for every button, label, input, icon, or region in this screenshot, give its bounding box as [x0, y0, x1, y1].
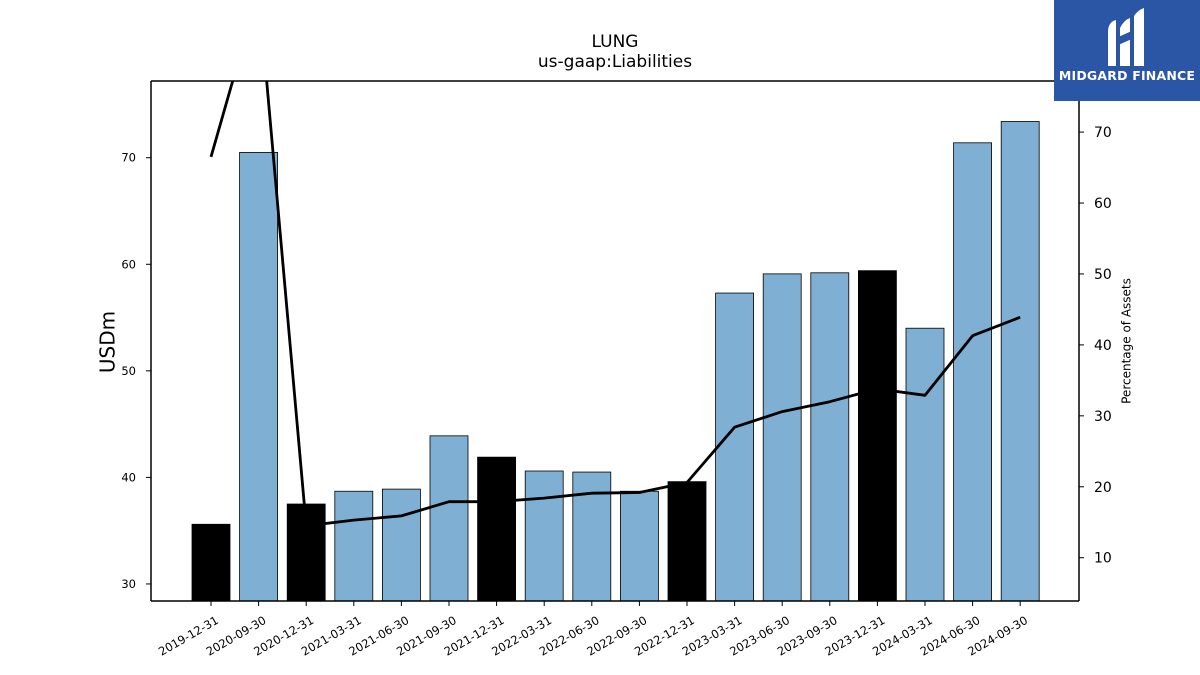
y2-axis-ticks: 10 20 30 40 50 60 70: [1079, 125, 1112, 567]
y-tick-label: 30: [121, 577, 136, 591]
bar-2022-03-31: [524, 470, 564, 602]
bar-2024-06-30: [953, 142, 992, 602]
chart-subtitle: us-gaap:Liabilities: [537, 52, 693, 72]
bar-2024-09-30: [1000, 121, 1040, 602]
bar-2023-09-30: [810, 272, 850, 602]
chart-title: LUNG: [591, 32, 639, 52]
x-axis-ticks: 2019-12-312020-09-302020-12-312021-03-31…: [156, 601, 1030, 659]
bar-2022-12-31: [667, 481, 707, 602]
bar-series: [191, 121, 1040, 602]
bar-2021-03-31: [334, 490, 374, 602]
bar-2023-12-31: [858, 270, 897, 602]
y2-tick-label: 50: [1094, 267, 1112, 283]
y2-tick-label: 30: [1094, 409, 1112, 425]
bar-2019-12-31: [191, 523, 231, 602]
y-axis-label: USDm: [96, 311, 120, 373]
bar-2022-06-30: [572, 471, 612, 602]
bar-2022-09-30: [620, 490, 659, 602]
y2-axis-label: Percentage of Assets: [1120, 278, 1134, 404]
y2-tick-label: 20: [1094, 480, 1112, 496]
bar-2021-09-30: [429, 435, 469, 602]
bar-2023-03-31: [715, 292, 754, 602]
line-series: [209, 81, 1021, 528]
axes: [150, 80, 1080, 602]
bar-2021-06-30: [381, 488, 421, 602]
y-axis-ticks: 30 40 50 60 70: [121, 151, 151, 591]
line-percentage-of-assets: [209, 81, 1021, 528]
y2-tick-label: 40: [1094, 338, 1112, 354]
bar-2020-09-30: [239, 151, 279, 602]
y-tick-label: 40: [121, 470, 136, 484]
midgard-logo-icon: [1108, 8, 1144, 66]
brand-logo: MIDGARD FINANCE: [1054, 0, 1200, 101]
bar-2021-12-31: [477, 456, 517, 602]
y2-tick-label: 60: [1094, 196, 1112, 212]
y2-tick-label: 10: [1094, 551, 1112, 567]
y-tick-label: 60: [121, 257, 136, 271]
bar-2024-03-31: [905, 327, 945, 602]
brand-name: MIDGARD FINANCE: [1058, 68, 1196, 83]
bar-2023-06-30: [762, 273, 802, 602]
y-tick-label: 50: [121, 364, 136, 378]
y-tick-label: 70: [121, 151, 136, 165]
y2-tick-label: 70: [1094, 125, 1112, 141]
